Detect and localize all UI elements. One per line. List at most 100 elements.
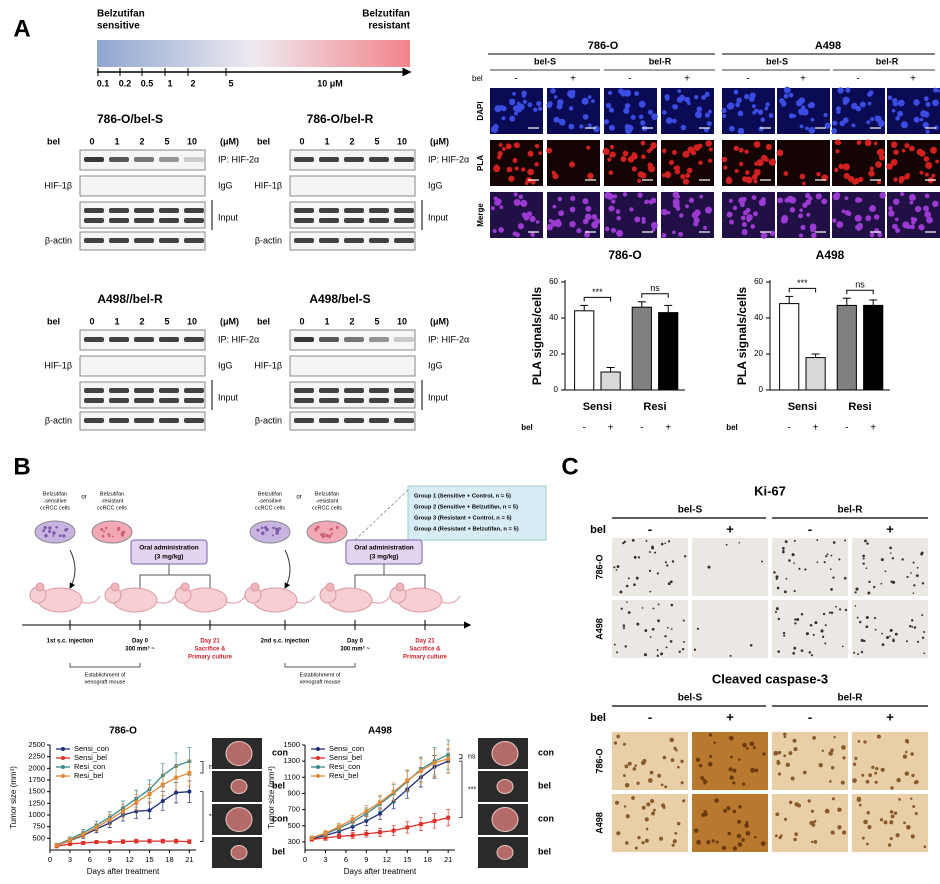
texture-dot	[890, 814, 895, 819]
bar	[805, 357, 826, 391]
texture-dot	[878, 154, 886, 161]
texture-dot	[627, 577, 630, 580]
dose-label: 0.1	[97, 78, 110, 88]
texture-dot	[493, 165, 501, 173]
texture-dot	[629, 207, 634, 212]
series-marker	[147, 839, 152, 844]
texture-dot	[904, 174, 910, 180]
texture-dot	[570, 90, 576, 96]
ihc-image	[692, 794, 768, 852]
texture-dot	[622, 150, 629, 157]
blot-band	[159, 238, 179, 243]
texture-dot	[591, 99, 595, 103]
blot-band	[84, 238, 104, 243]
texture-dot	[693, 828, 699, 833]
texture-dot	[931, 173, 936, 178]
series-marker	[81, 841, 86, 845]
texture-dot	[741, 176, 748, 182]
gradient-label: sensitive	[97, 21, 140, 32]
significance-bracket	[583, 296, 612, 302]
texture-dot	[272, 526, 275, 530]
texture-dot	[868, 90, 874, 96]
ihc-sign: -	[648, 709, 652, 724]
texture-dot	[857, 653, 860, 656]
texture-dot	[726, 211, 733, 218]
texture-dot	[843, 172, 850, 180]
texture-dot	[740, 215, 746, 221]
texture-dot	[698, 763, 703, 768]
texture-dot	[656, 654, 659, 658]
category-label: bel	[521, 423, 533, 432]
photo-label: con	[272, 813, 288, 823]
texture-dot	[657, 773, 662, 778]
texture-dot	[741, 782, 746, 786]
blot-band	[294, 157, 314, 162]
series-marker	[187, 771, 192, 775]
texture-dot	[765, 143, 772, 151]
texture-dot	[631, 166, 637, 172]
ihc-sign: -	[808, 521, 812, 536]
texture-dot	[605, 102, 612, 109]
texture-dot	[527, 150, 534, 157]
texture-dot	[854, 214, 862, 222]
x-tick-label: +	[665, 423, 671, 434]
x-tick-label: 6	[344, 855, 348, 864]
texture-dot	[585, 205, 592, 212]
chart-title: 786-O	[109, 726, 137, 737]
texture-dot	[732, 809, 737, 814]
texture-dot	[923, 631, 926, 634]
if-sign: -	[514, 74, 517, 85]
mouse-ear	[110, 582, 120, 592]
blot-dose: 10	[187, 316, 197, 326]
blot-band	[84, 157, 104, 162]
texture-dot	[696, 106, 703, 112]
texture-dot	[742, 196, 747, 202]
texture-dot	[857, 739, 861, 743]
texture-dot	[660, 652, 664, 656]
texture-dot	[546, 224, 553, 231]
texture-dot	[638, 100, 646, 108]
blot-row-label: Input	[428, 392, 449, 402]
if-cell-line: A498	[815, 40, 841, 52]
y-tick-label: 1250	[28, 798, 45, 807]
texture-dot	[838, 163, 844, 170]
cell-label: Belzutifan	[100, 491, 124, 497]
legend-label: Resi_con	[74, 762, 105, 771]
series-marker	[378, 800, 382, 805]
texture-dot	[802, 770, 807, 775]
texture-dot	[652, 808, 656, 812]
if-sign: -	[746, 74, 749, 85]
texture-dot	[768, 113, 774, 118]
texture-dot	[749, 96, 755, 102]
texture-dot	[894, 632, 898, 636]
texture-dot	[622, 624, 626, 627]
blot-unit: (μM)	[430, 316, 449, 326]
blot-band	[319, 337, 339, 342]
texture-dot	[627, 611, 631, 614]
blot-title: 786-O/bel-R	[307, 112, 374, 126]
texture-dot	[760, 232, 768, 239]
error-bar	[869, 299, 878, 306]
x-tick-label: -	[640, 423, 643, 434]
texture-dot	[614, 800, 619, 805]
texture-dot	[660, 542, 664, 546]
texture-dot	[695, 757, 701, 762]
texture-dot	[856, 140, 862, 145]
texture-dot	[634, 91, 640, 97]
texture-dot	[788, 800, 793, 805]
if-stain: DAPI	[476, 101, 485, 120]
texture-dot	[652, 115, 657, 120]
group-definition: Group 1 (Sensitive + Control, n = 5)	[414, 494, 511, 500]
legend-label: Sensi_bel	[74, 753, 107, 762]
texture-dot	[900, 191, 905, 197]
oral-label: Oral administration	[354, 545, 414, 552]
texture-dot	[793, 590, 796, 593]
blot-band	[394, 388, 414, 393]
texture-dot	[904, 771, 910, 776]
texture-dot	[756, 159, 764, 167]
if-stain: Merge	[476, 203, 485, 227]
texture-dot	[851, 123, 856, 128]
blot-band	[319, 388, 339, 393]
texture-dot	[688, 197, 695, 203]
texture-dot	[509, 115, 516, 122]
